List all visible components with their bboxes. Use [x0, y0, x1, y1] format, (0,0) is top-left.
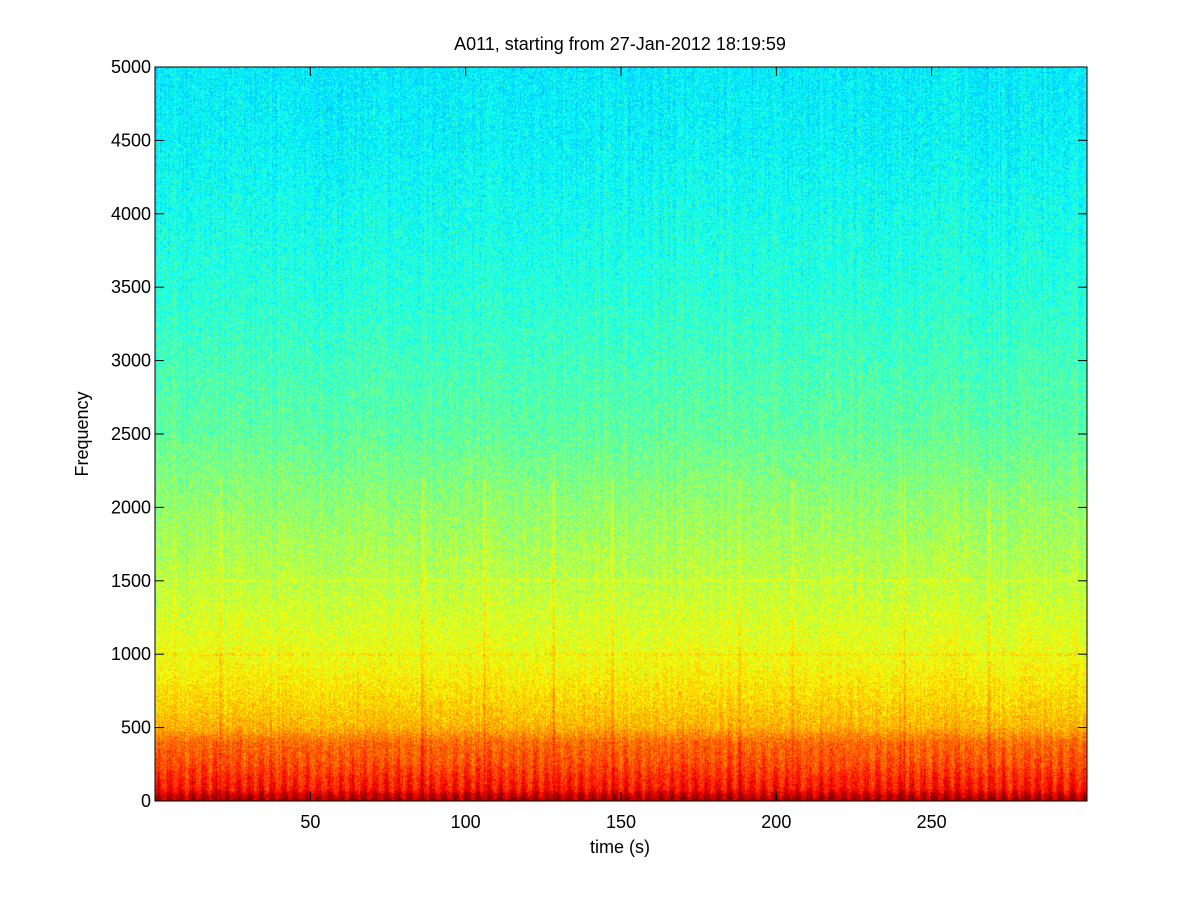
- y-tick-label: 1000: [111, 644, 151, 664]
- chart-title: A011, starting from 27-Jan-2012 18:19:59: [454, 34, 786, 54]
- y-tick-label: 4000: [111, 204, 151, 224]
- y-tick-label: 0: [141, 791, 151, 811]
- x-tick-label: 50: [300, 812, 320, 832]
- y-axis-label: Frequency: [72, 391, 92, 476]
- y-tick-label: 2000: [111, 497, 151, 517]
- y-tick-label: 3500: [111, 277, 151, 297]
- y-tick-label: 500: [121, 718, 151, 738]
- y-tick-label: 2500: [111, 424, 151, 444]
- y-axis-ticks: 0 500 1000 1500 2000 2500 3000 3500 4000 4500 5000: [111, 57, 1087, 811]
- x-tick-label: 200: [761, 812, 791, 832]
- x-tick-label: 250: [917, 812, 947, 832]
- x-tick-label: 100: [451, 812, 481, 832]
- x-tick-label: 150: [606, 812, 636, 832]
- y-tick-label: 4500: [111, 130, 151, 150]
- spectrogram-heatmap: [155, 67, 1087, 801]
- plot-area-container: [155, 67, 1087, 801]
- y-tick-label: 5000: [111, 57, 151, 77]
- x-axis-label: time (s): [590, 837, 650, 857]
- y-tick-label: 1500: [111, 571, 151, 591]
- y-tick-label: 3000: [111, 351, 151, 371]
- x-axis-ticks: 50 100 150 200 250: [300, 67, 947, 832]
